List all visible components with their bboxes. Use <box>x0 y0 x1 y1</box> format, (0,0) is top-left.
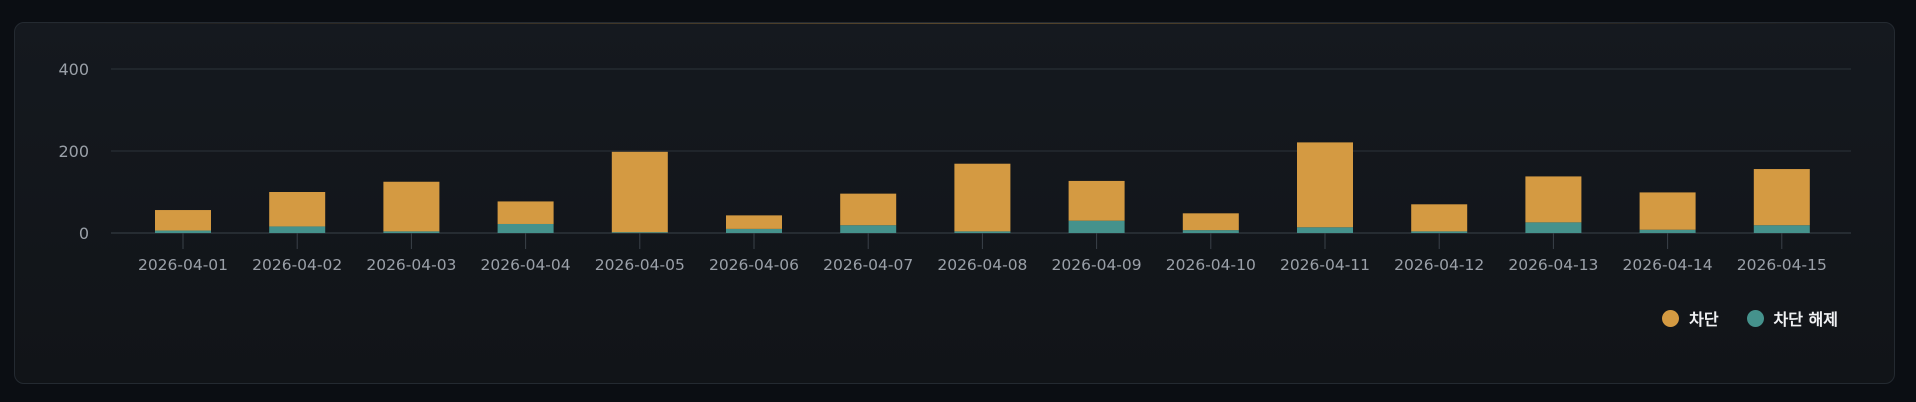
bar-block-2026-04-01[interactable] <box>155 210 211 231</box>
y-tick-label-200: 200 <box>58 142 89 161</box>
legend-swatch-block <box>1662 309 1680 327</box>
bar-block-2026-04-14[interactable] <box>1639 192 1696 230</box>
x-tick-label-2026-04-14: 2026-04-14 <box>1623 256 1713 274</box>
bar-unblock-2026-04-13[interactable] <box>1525 222 1582 233</box>
bar-unblock-2026-04-11[interactable] <box>1297 227 1353 233</box>
chart-card: 0 200 400 2026-04-01 2026-04-02 2026-04-03 20… <box>14 22 1895 384</box>
legend-item-unblock[interactable]: 차단 해제 <box>1746 306 1838 330</box>
legend-swatch-unblock <box>1746 309 1764 327</box>
bar-block-2026-04-10[interactable] <box>1182 213 1239 231</box>
x-tick-label-2026-04-05: 2026-04-05 <box>595 256 685 274</box>
bar-unblock-2026-04-03[interactable] <box>383 231 440 233</box>
bar-unblock-2026-04-06[interactable] <box>726 228 782 233</box>
legend-label-unblock: 차단 해제 <box>1773 310 1838 329</box>
bar-unblock-2026-04-05[interactable] <box>611 232 668 233</box>
bar-block-2026-04-13[interactable] <box>1525 176 1582 223</box>
x-tick-label-2026-04-10: 2026-04-10 <box>1166 256 1256 274</box>
bar-unblock-2026-04-12[interactable] <box>1411 231 1468 233</box>
x-tick-label-2026-04-11: 2026-04-11 <box>1280 256 1370 274</box>
x-tick-label-2026-04-02: 2026-04-02 <box>252 256 342 274</box>
bar-block-2026-04-04[interactable] <box>497 201 554 224</box>
card-top-glow <box>15 23 1894 24</box>
x-tick-label-2026-04-15: 2026-04-15 <box>1737 256 1827 274</box>
legend-label-block: 차단 <box>1689 310 1719 329</box>
bar-block-2026-04-11[interactable] <box>1297 142 1353 228</box>
bar-unblock-2026-04-02[interactable] <box>269 226 326 233</box>
x-axis-ticks: 2026-04-01 2026-04-02 2026-04-03 2026-04-04… <box>138 233 1827 274</box>
x-tick-label-2026-04-13: 2026-04-13 <box>1508 256 1598 274</box>
legend-item-block[interactable]: 차단 <box>1662 306 1719 330</box>
bar-unblock-2026-04-01[interactable] <box>155 230 211 233</box>
bar-block-2026-04-03[interactable] <box>383 181 440 232</box>
x-tick-label-2026-04-01: 2026-04-01 <box>138 256 228 274</box>
y-tick-label-400: 400 <box>58 60 89 79</box>
x-tick-label-2026-04-08: 2026-04-08 <box>937 256 1027 274</box>
bar-block-2026-04-08[interactable] <box>954 163 1011 232</box>
x-tick-label-2026-04-04: 2026-04-04 <box>481 256 571 274</box>
bar-unblock-2026-04-08[interactable] <box>954 231 1011 233</box>
bar-block-2026-04-15[interactable] <box>1753 169 1810 226</box>
bar-unblock-2026-04-15[interactable] <box>1753 225 1810 233</box>
bar-block-2026-04-05[interactable] <box>611 151 668 233</box>
y-axis-ticks: 0 200 400 <box>58 60 89 243</box>
x-tick-label-2026-04-12: 2026-04-12 <box>1394 256 1484 274</box>
bar-block-2026-04-12[interactable] <box>1411 204 1468 232</box>
bar-block-2026-04-02[interactable] <box>269 192 326 227</box>
bar-unblock-2026-04-09[interactable] <box>1068 220 1125 233</box>
bar-unblock-2026-04-10[interactable] <box>1182 230 1239 233</box>
x-tick-label-2026-04-03: 2026-04-03 <box>366 256 456 274</box>
x-tick-label-2026-04-07: 2026-04-07 <box>823 256 913 274</box>
bar-block-2026-04-07[interactable] <box>840 193 897 226</box>
bar-block-2026-04-06[interactable] <box>726 215 782 229</box>
bars <box>155 142 1810 233</box>
bar-unblock-2026-04-14[interactable] <box>1639 229 1696 233</box>
bar-unblock-2026-04-04[interactable] <box>497 223 554 233</box>
y-tick-label-0: 0 <box>79 224 89 243</box>
chart-legend: 차단 차단 해제 <box>1634 306 1838 330</box>
x-tick-label-2026-04-09: 2026-04-09 <box>1052 256 1142 274</box>
x-tick-label-2026-04-06: 2026-04-06 <box>709 256 799 274</box>
bar-unblock-2026-04-07[interactable] <box>840 225 897 233</box>
bar-block-2026-04-09[interactable] <box>1068 180 1125 221</box>
